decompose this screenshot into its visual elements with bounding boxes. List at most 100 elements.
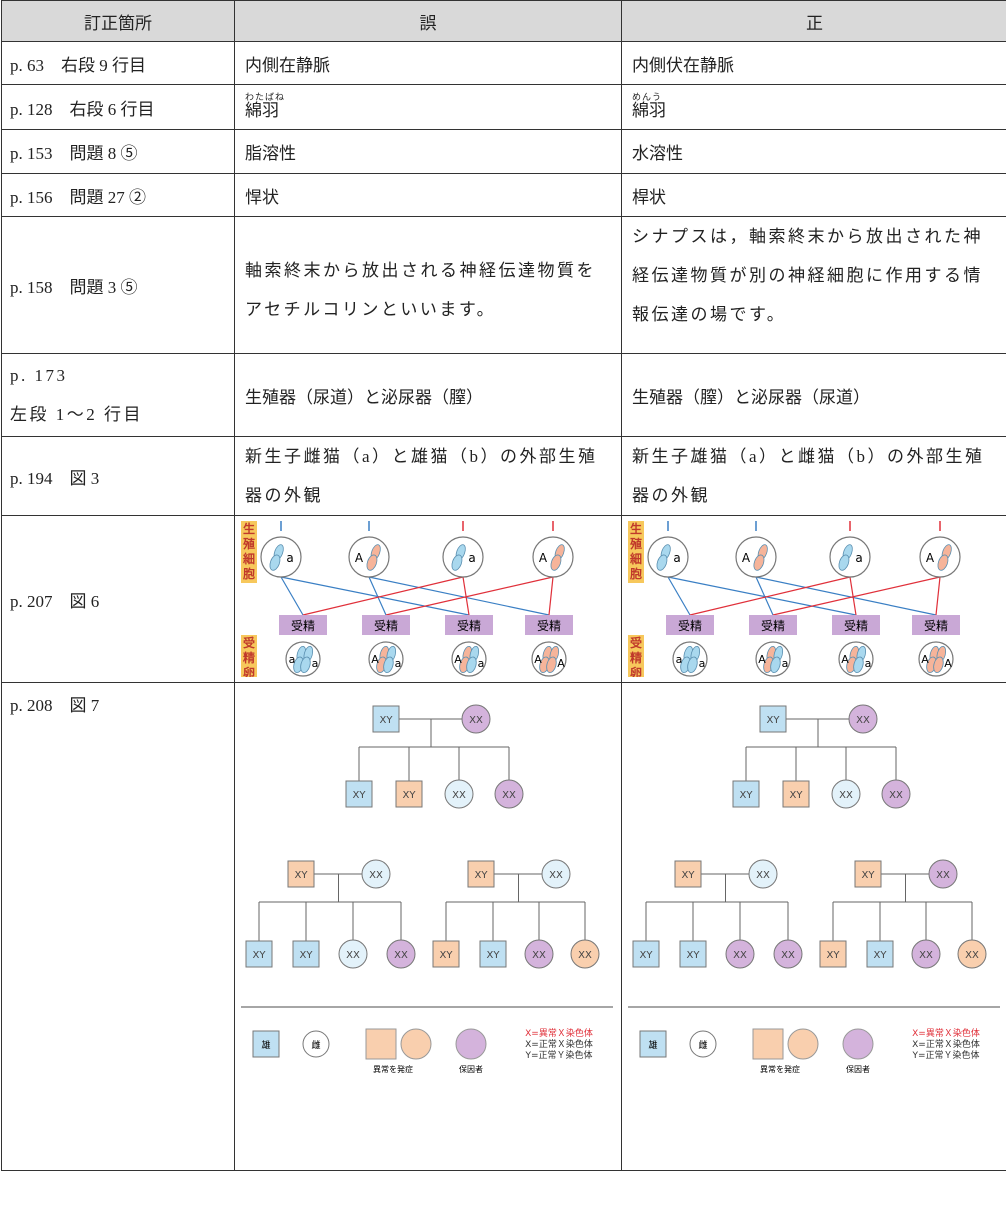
cell-text: 悍状 xyxy=(245,187,279,207)
location-cell: p. 173 左段 1〜2 行目 xyxy=(1,353,235,437)
location-cell: p. 194 図 3 xyxy=(1,435,235,517)
female-node xyxy=(524,939,554,969)
node-label: XX xyxy=(578,950,592,961)
location-cell: p. 153 問題 8 ⑤ xyxy=(1,129,235,174)
arrow-line xyxy=(667,576,857,616)
node-label: XY xyxy=(353,790,367,801)
chromosome xyxy=(300,656,311,673)
location-text: p. 207 図 6 xyxy=(10,591,100,611)
fertilization-box xyxy=(445,614,493,635)
chromosome xyxy=(451,554,463,571)
female-node xyxy=(773,939,803,969)
side-label-bg xyxy=(241,520,257,583)
fertilization-label: 受精 xyxy=(291,619,315,633)
node-label: XX xyxy=(919,950,933,961)
fertilization-label: 受精 xyxy=(537,619,561,633)
wrong-cell: 悍状 xyxy=(234,173,622,217)
arrow-line xyxy=(302,576,464,616)
location-cell: p. 128 右段 6 行目 xyxy=(1,84,235,130)
allele-label: A xyxy=(742,551,751,565)
table-row: p. 173 左段 1〜2 行目 生殖器（尿道）と泌尿器（膣） 生殖器（膣）と泌尿器（… xyxy=(1,353,1006,437)
location-cell: p. 208 図 7 xyxy=(1,682,235,1172)
node-label: XX xyxy=(936,870,950,881)
node-label: XY xyxy=(862,870,876,881)
chromosome xyxy=(383,656,394,673)
location-cell: p. 63 右段 9 行目 xyxy=(1,41,235,85)
node-label: XX xyxy=(394,950,408,961)
side-label: 精 xyxy=(630,650,642,665)
node-label: XY xyxy=(740,790,754,801)
female-node xyxy=(928,859,958,889)
side-label: 殖 xyxy=(243,536,255,551)
key-line: X=異常Ｘ染色体 xyxy=(525,1027,593,1039)
location-text: p. 208 図 7 xyxy=(10,696,100,716)
node-label: XY xyxy=(487,950,501,961)
allele-label: a xyxy=(312,657,319,670)
table-row: p. 153 問題 8 ⑤ 脂溶性 水溶性 xyxy=(1,129,1006,174)
male-node xyxy=(345,780,373,808)
legend-female xyxy=(689,1030,717,1058)
chromosome xyxy=(933,656,944,673)
location-text: p. 156 問題 27 ② xyxy=(10,187,146,207)
cell-text: 内側伏在静脈 xyxy=(632,55,734,75)
cell-text: 脂溶性 xyxy=(245,144,296,163)
figure-7: XY XX XY XY XX XX XY XX XY XX XY XY XX XX XY XY XX XX 雄 雌異常… xyxy=(628,704,1000,1074)
side-label-bg xyxy=(628,634,644,677)
allele-label: a xyxy=(782,657,789,670)
side-label: 精 xyxy=(243,650,255,665)
allele-label: A xyxy=(926,551,935,565)
cell-text: 新生子雄猫（a）と雌猫（b）の外部生殖器の外観 xyxy=(632,447,985,506)
arrow-line xyxy=(548,576,554,615)
chromosome xyxy=(466,656,477,673)
node-label: XY xyxy=(380,715,394,726)
side-label: 殖 xyxy=(630,536,642,551)
allele-label: a xyxy=(699,657,706,670)
node-label: XY xyxy=(640,950,654,961)
node-label: XX xyxy=(856,715,870,726)
female-node xyxy=(848,704,878,734)
side-label: 受 xyxy=(243,635,255,650)
arrow-line xyxy=(280,576,304,615)
fertilization-label: 受精 xyxy=(924,619,948,633)
wrong-cell: 生殖器（尿道）と泌尿器（膣） xyxy=(234,353,622,437)
fertilization-label: 受精 xyxy=(457,619,481,633)
chromosome xyxy=(269,554,281,571)
chromosome xyxy=(366,554,378,571)
allele-label: A xyxy=(355,551,364,565)
node-label: XX xyxy=(369,870,383,881)
cell-text: 内側在静脈 xyxy=(245,55,330,75)
node-label: XY xyxy=(300,950,314,961)
key-line: Y=正常Ｙ染色体 xyxy=(524,1049,592,1061)
arrow-line xyxy=(755,576,937,616)
cell-text: 綿羽 xyxy=(245,101,279,120)
wrong-cell: 脂溶性 xyxy=(234,129,622,174)
allele-label: a xyxy=(395,657,402,670)
legend-label: 雌 xyxy=(311,1039,320,1051)
key-line: X=異常Ｘ染色体 xyxy=(912,1027,980,1039)
allele-label: A xyxy=(944,657,952,670)
node-label: XY xyxy=(874,950,888,961)
arrow-line xyxy=(368,576,550,616)
allele-label: a xyxy=(478,657,485,670)
legend-affected xyxy=(400,1028,432,1060)
location-text: p. 128 右段 6 行目 xyxy=(10,99,155,119)
allele-label: A xyxy=(371,653,379,666)
wrong-cell: XY XX XY XY XX XX XY XX XY XX XY XY XX XX XY XY XX XX 雄 雌異常… xyxy=(234,682,622,1172)
allele-label: a xyxy=(673,551,680,565)
chromosome xyxy=(853,656,864,673)
allele-label: a xyxy=(289,653,296,666)
legend-male xyxy=(639,1030,667,1058)
side-label: 胞 xyxy=(243,566,255,581)
cell-text: シナプスは，軸索終末から放出された神経伝達物質が別の神経細胞に作用する情報伝達の… xyxy=(632,227,983,325)
node-label: XX xyxy=(469,715,483,726)
node-label: XY xyxy=(767,715,781,726)
header-cell: 訂正箇所 xyxy=(1,0,235,42)
side-label: 卵 xyxy=(630,665,642,677)
side-label: 受 xyxy=(630,635,642,650)
table-row: p. 156 問題 27 ② 悍状 桿状 xyxy=(1,173,1006,217)
cell-text: 軸索終末から放出される神経伝達物質をアセチルコリンといいます。 xyxy=(245,260,596,319)
ruby-reading: めんう xyxy=(632,92,663,102)
